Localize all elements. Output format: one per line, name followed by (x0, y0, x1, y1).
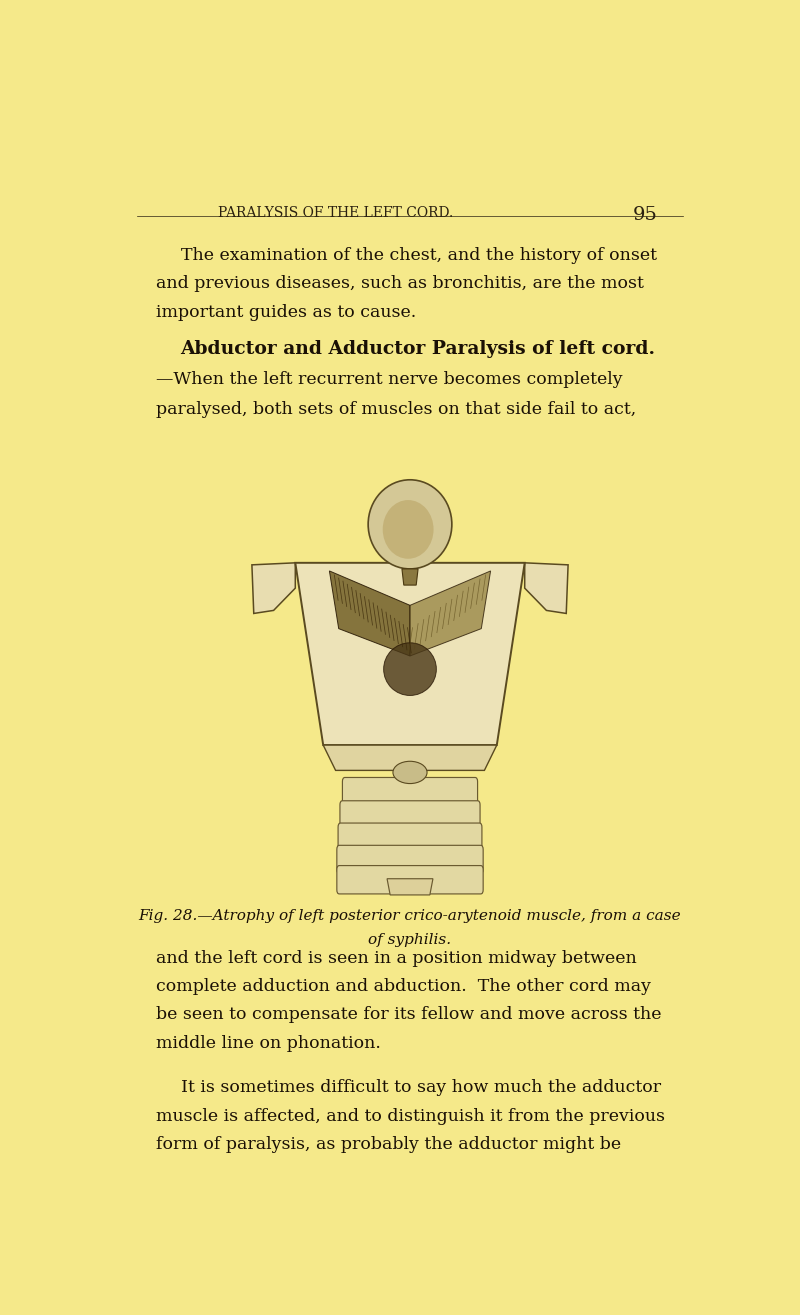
Text: middle line on phonation.: middle line on phonation. (156, 1035, 381, 1052)
Text: The examination of the chest, and the history of onset: The examination of the chest, and the hi… (181, 247, 657, 264)
Text: complete adduction and abduction.  The other cord may: complete adduction and abduction. The ot… (156, 978, 651, 995)
Text: PARALYSIS OF THE LEFT CORD.: PARALYSIS OF THE LEFT CORD. (218, 206, 454, 221)
Polygon shape (410, 571, 490, 656)
Ellipse shape (382, 500, 434, 559)
Ellipse shape (384, 643, 436, 696)
Polygon shape (387, 878, 433, 896)
Polygon shape (402, 569, 418, 585)
FancyBboxPatch shape (340, 801, 480, 830)
FancyBboxPatch shape (338, 823, 482, 851)
FancyBboxPatch shape (337, 865, 483, 894)
Ellipse shape (368, 480, 452, 569)
Polygon shape (525, 563, 568, 613)
Polygon shape (252, 563, 295, 613)
Text: paralysed, both sets of muscles on that side fail to act,: paralysed, both sets of muscles on that … (156, 401, 636, 418)
Text: important guides as to cause.: important guides as to cause. (156, 304, 416, 321)
Polygon shape (295, 563, 525, 746)
Text: Abductor and Adductor Paralysis of left cord.: Abductor and Adductor Paralysis of left … (181, 341, 656, 358)
Text: It is sometimes difficult to say how much the adductor: It is sometimes difficult to say how muc… (181, 1080, 661, 1097)
Text: 95: 95 (633, 206, 658, 225)
Polygon shape (330, 571, 410, 656)
Text: and previous diseases, such as bronchitis, are the most: and previous diseases, such as bronchiti… (156, 275, 644, 292)
Text: form of paralysis, as probably the adductor might be: form of paralysis, as probably the adduc… (156, 1136, 621, 1153)
Text: muscle is affected, and to distinguish it from the previous: muscle is affected, and to distinguish i… (156, 1107, 665, 1124)
FancyBboxPatch shape (342, 777, 478, 806)
Text: and the left cord is seen in a position midway between: and the left cord is seen in a position … (156, 949, 637, 967)
Text: Fig. 28.—Atrophy of left posterior crico-arytenoid muscle, from a case: Fig. 28.—Atrophy of left posterior crico… (138, 909, 682, 923)
Text: of syphilis.: of syphilis. (369, 934, 451, 947)
Ellipse shape (393, 761, 427, 784)
Polygon shape (323, 746, 497, 771)
FancyBboxPatch shape (337, 846, 483, 873)
Text: be seen to compensate for its fellow and move across the: be seen to compensate for its fellow and… (156, 1006, 662, 1023)
Text: —When the left recurrent nerve becomes completely: —When the left recurrent nerve becomes c… (156, 371, 622, 388)
